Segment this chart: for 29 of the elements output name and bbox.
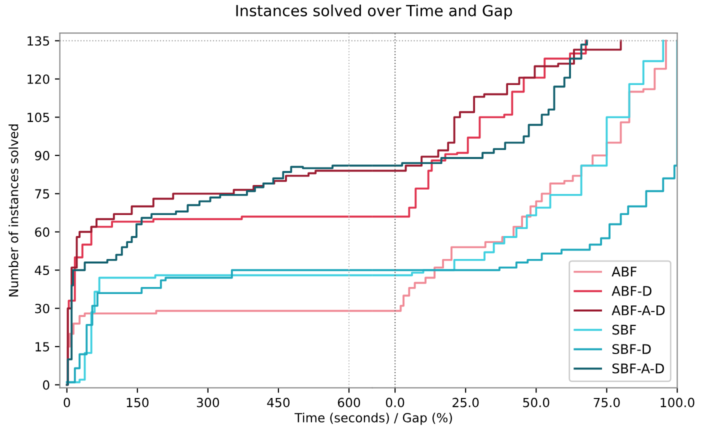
y-axis-title: Number of instances solved (8, 124, 18, 296)
legend-label: SBF-A-D (612, 363, 664, 374)
x-tick-label: 450 (267, 398, 290, 408)
x-tick-label: 50.0 (523, 398, 550, 408)
y-tick-label: 30 (35, 304, 50, 314)
x-tick-label: 100.0 (660, 398, 694, 408)
legend-label: ABF-A-D (612, 306, 665, 316)
y-tick-label: 90 (35, 150, 50, 160)
x-tick-label: 0.0 (386, 398, 404, 408)
y-tick-label: 60 (35, 227, 50, 237)
x-axis-title: Time (seconds) / Gap (%) (294, 412, 452, 425)
y-tick-label: 15 (36, 342, 50, 352)
y-tick-label: 135 (28, 36, 50, 46)
x-tick-label: 150 (126, 398, 149, 408)
y-tick-label: 45 (34, 266, 50, 276)
y-tick-label: 105 (28, 112, 50, 122)
x-tick-label: 0 (64, 398, 70, 408)
chart-title: Instances solved over Time and Gap (236, 4, 512, 20)
y-tick-label: 0 (42, 380, 50, 390)
legend-label: ABF-D (612, 286, 652, 296)
legend-label: ABF (612, 266, 636, 276)
x-tick-label: 600 (338, 398, 360, 408)
x-tick-label: 300 (196, 398, 220, 408)
x-tick-label: 75.0 (594, 398, 620, 408)
legend-label: SBF (612, 324, 636, 335)
y-tick-label: 75 (35, 189, 50, 199)
x-tick-label: 25.0 (452, 398, 479, 408)
y-tick-label: 120 (28, 74, 50, 84)
legend-label: SBF-D (612, 344, 651, 354)
